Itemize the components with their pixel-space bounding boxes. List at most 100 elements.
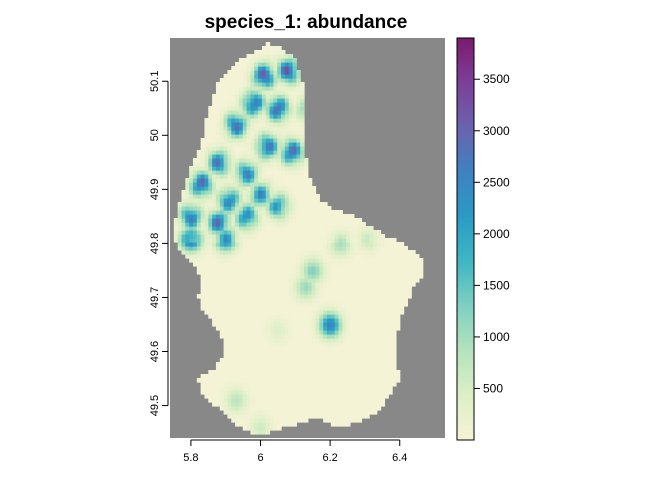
raster-cell (189, 250, 194, 255)
raster-cell (250, 158, 255, 163)
raster-cell (246, 146, 252, 151)
raster-cell (304, 182, 309, 187)
raster-cell (219, 114, 225, 119)
raster-cell (369, 230, 374, 235)
raster-cell (300, 278, 305, 283)
raster-cell (330, 354, 336, 359)
raster-cell (284, 266, 290, 271)
raster-cell (342, 242, 347, 247)
raster-cell (388, 254, 393, 259)
raster-cell (258, 110, 263, 115)
raster-cell (281, 230, 286, 235)
raster-cell (300, 406, 305, 411)
raster-cell (273, 214, 278, 219)
raster-cell (395, 378, 401, 383)
raster-cell (384, 274, 389, 279)
raster-cell (258, 198, 263, 203)
raster-cell (315, 410, 320, 415)
raster-cell (395, 326, 401, 331)
raster-cell (215, 238, 221, 243)
raster-cell (376, 330, 382, 335)
raster-cell (311, 294, 317, 299)
raster-cell (219, 310, 225, 315)
raster-cell (284, 226, 290, 231)
raster-cell (357, 390, 363, 395)
raster-cell (392, 286, 397, 291)
raster-cell (254, 410, 259, 415)
raster-cell (349, 238, 355, 243)
raster-cell (231, 158, 236, 163)
raster-cell (281, 290, 286, 295)
raster-cell (189, 210, 194, 215)
raster-cell (365, 378, 370, 383)
raster-cell (369, 246, 374, 251)
raster-cell (292, 358, 297, 363)
raster-cell (288, 186, 294, 191)
raster-cell (307, 294, 313, 299)
raster-cell (281, 146, 286, 151)
raster-cell (334, 210, 340, 215)
raster-cell (296, 366, 301, 371)
raster-cell (219, 154, 225, 159)
raster-cell (227, 186, 232, 191)
raster-cell (323, 370, 328, 375)
raster-cell (361, 234, 366, 239)
raster-cell (361, 370, 366, 375)
raster-cell (273, 262, 278, 267)
raster-cell (284, 70, 290, 75)
raster-cell (346, 278, 351, 283)
raster-cell (242, 154, 248, 159)
raster-cell (319, 414, 324, 419)
raster-cell (192, 210, 198, 215)
raster-cell (319, 382, 324, 387)
raster-cell (304, 402, 309, 407)
raster-cell (254, 150, 259, 155)
raster-cell (388, 310, 393, 315)
raster-cell (319, 406, 324, 411)
raster-cell (277, 194, 282, 199)
raster-cell (215, 194, 221, 199)
raster-cell (238, 334, 244, 339)
raster-cell (315, 206, 320, 211)
raster-cell (319, 210, 324, 215)
raster-cell (338, 286, 343, 291)
raster-cell (353, 266, 359, 271)
raster-cell (311, 254, 317, 259)
raster-cell (219, 230, 225, 235)
raster-cell (281, 338, 286, 343)
raster-cell (185, 186, 190, 191)
raster-cell (384, 254, 389, 259)
raster-cell (284, 270, 290, 275)
raster-cell (177, 246, 183, 251)
raster-cell (227, 230, 232, 235)
raster-cell (265, 394, 271, 399)
raster-cell (349, 386, 355, 391)
raster-cell (223, 110, 229, 115)
raster-cell (338, 226, 343, 231)
raster-cell (212, 250, 217, 255)
raster-cell (238, 374, 244, 379)
raster-cell (242, 210, 248, 215)
legend-tick-label: 2500 (483, 175, 510, 189)
raster-cell (250, 194, 255, 199)
raster-cell (365, 326, 370, 331)
raster-cell (388, 382, 393, 387)
raster-cell (281, 182, 286, 187)
raster-cell (365, 242, 370, 247)
raster-cell (300, 266, 305, 271)
raster-cell (284, 346, 290, 351)
raster-cell (281, 78, 286, 83)
raster-cell (284, 410, 290, 415)
raster-cell (288, 238, 294, 243)
raster-cell (265, 402, 271, 407)
raster-cell (338, 414, 343, 419)
raster-cell (219, 138, 225, 143)
raster-cell (388, 330, 393, 335)
raster-cell (227, 306, 232, 311)
raster-cell (284, 298, 290, 303)
raster-cell (288, 90, 294, 95)
raster-cell (258, 334, 263, 339)
raster-cell (338, 266, 343, 271)
raster-cell (231, 126, 236, 131)
raster-cell (250, 110, 255, 115)
